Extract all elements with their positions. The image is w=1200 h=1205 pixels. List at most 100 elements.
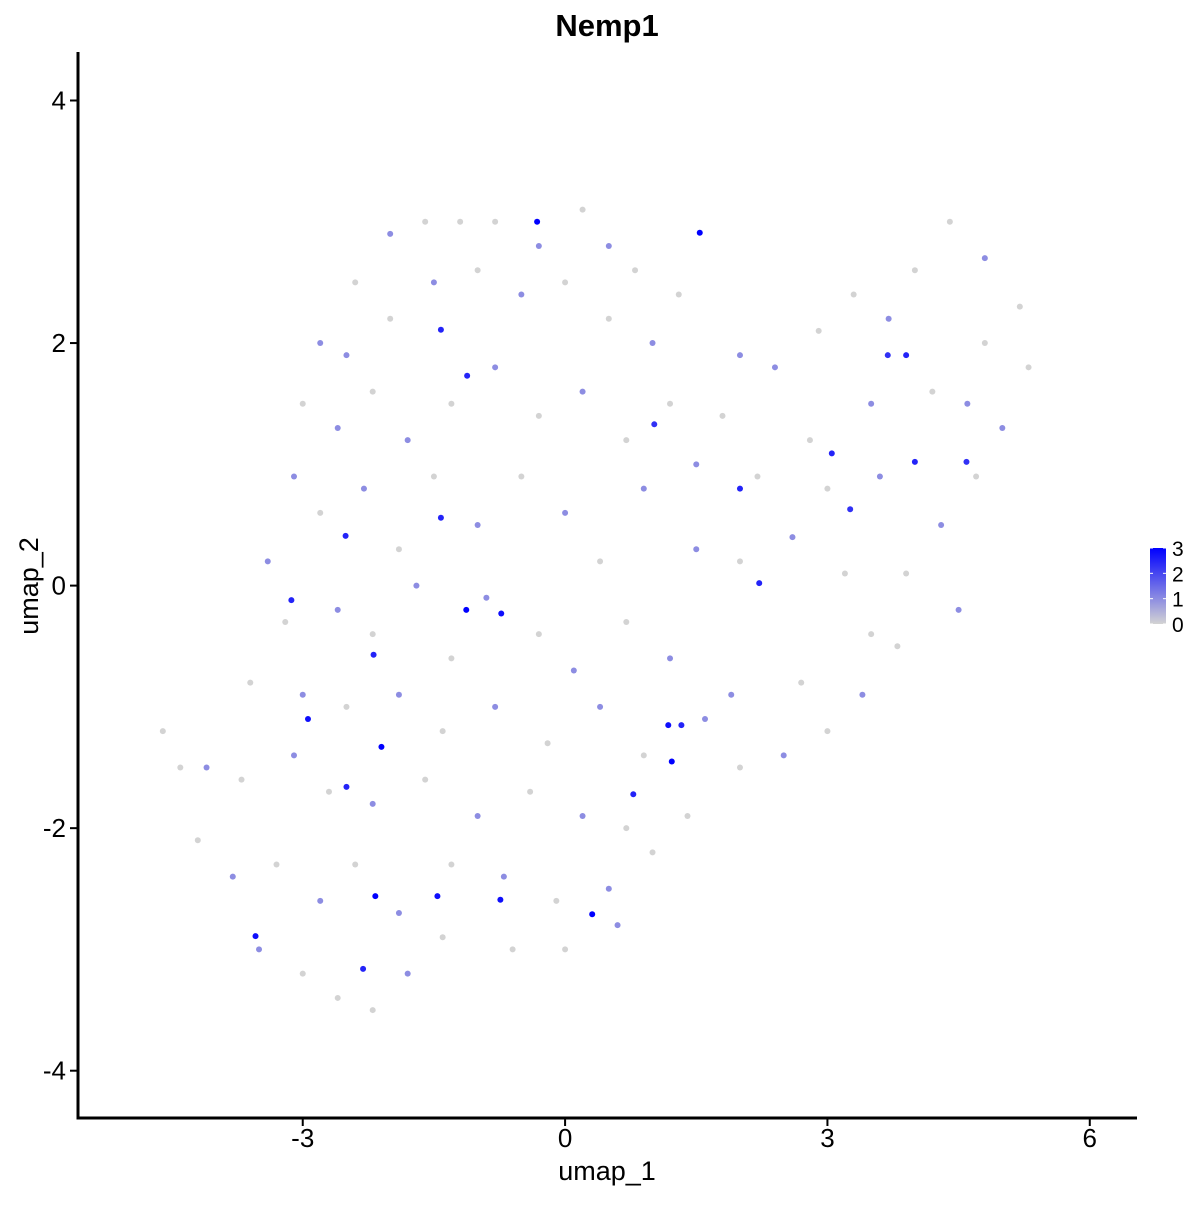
cell-point	[929, 388, 936, 395]
cell-point	[343, 783, 350, 790]
cell-point	[299, 400, 306, 407]
cell-point	[360, 965, 367, 972]
x-tick-label: -3	[291, 1123, 314, 1153]
cell-point	[553, 897, 560, 904]
y-axis-title: umap_2	[14, 537, 44, 635]
cell-point	[668, 758, 675, 765]
cell-point	[439, 728, 446, 735]
colorbar	[1150, 548, 1166, 624]
cell-point	[605, 243, 612, 250]
cell-point	[876, 473, 883, 480]
y-tick-label: 2	[52, 328, 66, 358]
cell-point	[798, 679, 805, 686]
cell-point	[597, 703, 604, 710]
cell-point	[868, 400, 875, 407]
cell-point	[437, 326, 444, 333]
cell-point	[605, 885, 612, 892]
cell-point	[372, 893, 379, 900]
cell-point	[369, 1007, 376, 1014]
cell-point	[448, 400, 455, 407]
cell-point	[684, 813, 691, 820]
cell-point	[159, 728, 166, 735]
cell-point	[696, 229, 703, 236]
cell-point	[981, 340, 988, 347]
cell-point	[535, 243, 542, 250]
cell-point	[736, 764, 743, 771]
cell-point	[579, 388, 586, 395]
cell-point	[868, 631, 875, 638]
cell-point	[938, 521, 945, 528]
cell-point	[614, 922, 621, 929]
y-tick-label: -4	[43, 1056, 66, 1086]
cell-point	[509, 946, 516, 953]
cell-point	[317, 509, 324, 516]
cell-point	[334, 424, 341, 431]
cell-point	[1016, 303, 1023, 310]
cell-point	[474, 521, 481, 528]
cell-point	[282, 618, 289, 625]
cell-point	[395, 910, 402, 917]
cell-point	[325, 788, 332, 795]
cell-point	[911, 458, 918, 465]
cell-point	[395, 691, 402, 698]
cell-point	[999, 424, 1006, 431]
cell-point	[448, 861, 455, 868]
cell-point	[247, 679, 254, 686]
cell-point	[497, 896, 504, 903]
cell-point	[702, 716, 709, 723]
cell-point	[404, 437, 411, 444]
cell-point	[693, 546, 700, 553]
cell-point	[1025, 364, 1032, 371]
cell-point	[387, 315, 394, 322]
cell-point	[500, 873, 507, 880]
cell-point	[946, 218, 953, 225]
cell-point	[562, 509, 569, 516]
cell-point	[492, 364, 499, 371]
cell-point	[824, 485, 831, 492]
cell-point	[177, 764, 184, 771]
cell-point	[369, 800, 376, 807]
cell-point	[422, 776, 429, 783]
cell-point	[885, 315, 892, 322]
cell-point	[437, 514, 444, 521]
cell-point	[597, 558, 604, 565]
cell-point	[780, 752, 787, 759]
cell-point	[964, 400, 971, 407]
cell-point	[754, 473, 761, 480]
cell-point	[815, 327, 822, 334]
cell-point	[693, 461, 700, 468]
cell-point	[238, 776, 245, 783]
cell-point	[579, 206, 586, 213]
colorbar-label: 3	[1172, 538, 1184, 561]
cell-point	[422, 218, 429, 225]
cell-point	[623, 825, 630, 832]
cell-point	[973, 473, 980, 480]
cell-point	[981, 255, 988, 262]
cell-point	[665, 722, 672, 729]
cell-point	[903, 352, 910, 359]
cell-point	[498, 610, 505, 617]
y-tick-label: -2	[43, 813, 66, 843]
cell-point	[756, 580, 763, 587]
cell-point	[304, 716, 311, 723]
cell-point	[955, 606, 962, 613]
cell-point	[963, 458, 970, 465]
cell-point	[884, 352, 891, 359]
cell-point	[413, 582, 420, 589]
cell-point	[290, 473, 297, 480]
cell-point	[518, 473, 525, 480]
cell-point	[771, 364, 778, 371]
cell-point	[370, 651, 377, 658]
cell-point	[352, 279, 359, 286]
cell-point	[847, 506, 854, 513]
cell-point	[651, 421, 658, 428]
cell-point	[605, 315, 612, 322]
cell-point	[649, 340, 656, 347]
cell-point	[667, 400, 674, 407]
cell-point	[579, 813, 586, 820]
cell-point	[317, 897, 324, 904]
cell-point	[570, 667, 577, 674]
cell-point	[678, 722, 685, 729]
cell-point	[894, 643, 901, 650]
